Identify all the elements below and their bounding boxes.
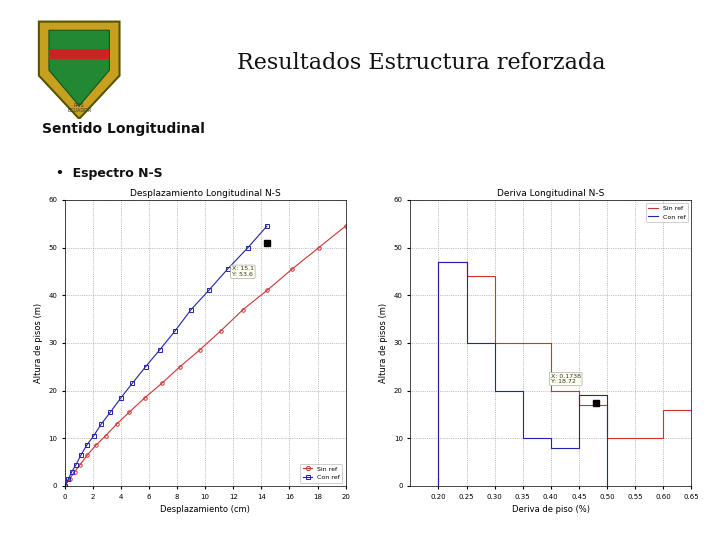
Polygon shape xyxy=(49,30,109,106)
Y-axis label: Altura de pisos (m): Altura de pisos (m) xyxy=(34,303,42,383)
Title: Deriva Longitudinal N-S: Deriva Longitudinal N-S xyxy=(497,188,605,198)
Text: •  Espectro N-S: • Espectro N-S xyxy=(56,167,163,180)
X-axis label: Deriva de piso (%): Deriva de piso (%) xyxy=(512,505,590,514)
Legend: Sin ref, Con ref: Sin ref, Con ref xyxy=(646,203,688,222)
Text: Resultados Estructura reforzada: Resultados Estructura reforzada xyxy=(237,52,606,73)
Polygon shape xyxy=(49,49,109,59)
Text: PAIS
ECUADOR: PAIS ECUADOR xyxy=(67,103,91,113)
Text: X: 0.1738
Y: 18.72: X: 0.1738 Y: 18.72 xyxy=(551,374,581,384)
Text: Sentido Longitudinal: Sentido Longitudinal xyxy=(42,122,205,136)
Legend: Sin ref, Con ref: Sin ref, Con ref xyxy=(300,464,343,483)
Title: Desplazamiento Longitudinal N-S: Desplazamiento Longitudinal N-S xyxy=(130,188,281,198)
Y-axis label: Altura de pisos (m): Altura de pisos (m) xyxy=(379,303,388,383)
Text: X: 15.1
Y: 53.6: X: 15.1 Y: 53.6 xyxy=(232,266,254,277)
X-axis label: Desplazamiento (cm): Desplazamiento (cm) xyxy=(161,505,250,514)
Polygon shape xyxy=(39,22,120,119)
